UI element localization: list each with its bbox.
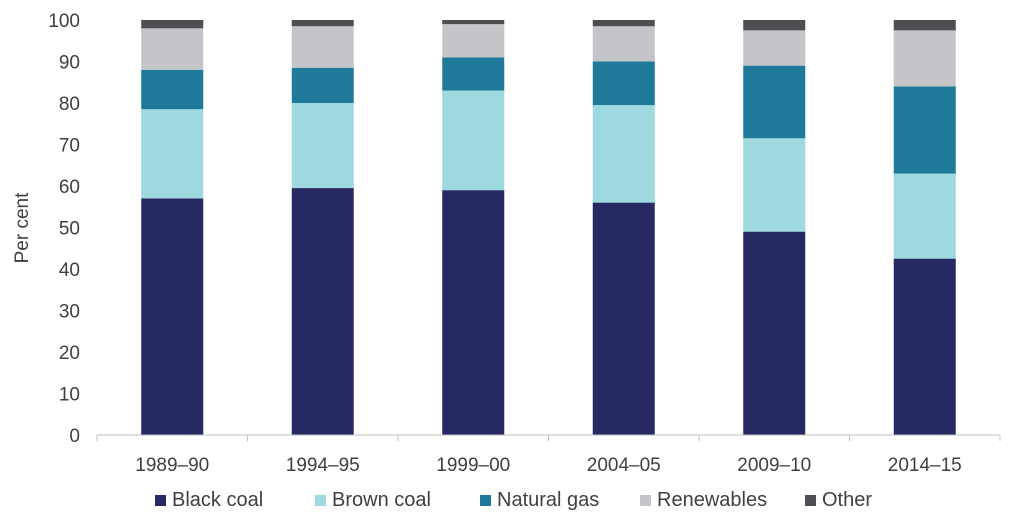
legend-label: Black coal bbox=[172, 489, 263, 511]
legend-swatch bbox=[640, 495, 651, 506]
bar-segment-natural-gas bbox=[592, 61, 655, 106]
y-tick-label: 100 bbox=[48, 11, 80, 32]
bar-segment-brown-coal bbox=[893, 173, 956, 259]
legend-item-black-coal: Black coal bbox=[155, 489, 263, 511]
bar-segment-brown-coal bbox=[442, 90, 505, 191]
bar-segment-renewables bbox=[592, 26, 655, 62]
bar-segment-natural-gas bbox=[141, 69, 204, 110]
bar-segment-black-coal bbox=[141, 198, 204, 435]
y-tick-label: 10 bbox=[59, 385, 80, 406]
bar-segment-other bbox=[893, 20, 956, 31]
legend-label: Renewables bbox=[657, 489, 767, 511]
bar-segment-brown-coal bbox=[141, 109, 204, 199]
y-tick-label: 90 bbox=[59, 53, 80, 74]
legend: Black coal Brown coal Natural gas Renewable… bbox=[155, 489, 872, 511]
bar-segment-other bbox=[141, 20, 204, 29]
legend-swatch bbox=[805, 495, 816, 506]
bar-segment-natural-gas bbox=[893, 86, 956, 174]
x-tick-label: 2014–15 bbox=[888, 455, 962, 476]
bar-segment-brown-coal bbox=[592, 105, 655, 203]
bar-segment-renewables bbox=[743, 30, 806, 66]
bar-segment-renewables bbox=[291, 26, 354, 68]
bar-segment-black-coal bbox=[592, 202, 655, 435]
bar-segment-natural-gas bbox=[743, 65, 806, 139]
bar-segment-brown-coal bbox=[291, 103, 354, 189]
bar-segment-black-coal bbox=[291, 188, 354, 435]
y-tick-label: 60 bbox=[59, 177, 80, 198]
bar-segment-other bbox=[442, 20, 505, 25]
x-tick-label: 1989–90 bbox=[135, 455, 209, 476]
x-axis-ticks: 1989–90 1994–95 1999–00 2004–05 2009–10 2014–… bbox=[96, 435, 1001, 476]
y-tick-label: 0 bbox=[69, 426, 80, 447]
bar-segment-natural-gas bbox=[291, 67, 354, 103]
legend-label: Brown coal bbox=[332, 489, 431, 511]
bar-segment-other bbox=[592, 20, 655, 27]
y-tick-label: 40 bbox=[59, 260, 80, 281]
y-tick-label: 70 bbox=[59, 136, 80, 157]
legend-label: Other bbox=[822, 489, 872, 511]
bar-segment-black-coal bbox=[743, 231, 806, 435]
bar-segment-black-coal bbox=[442, 190, 505, 435]
bar-segment-other bbox=[743, 20, 806, 31]
x-tick-label: 1994–95 bbox=[286, 455, 360, 476]
y-axis-title: Per cent bbox=[12, 192, 33, 263]
bars bbox=[141, 20, 956, 435]
bar-segment-other bbox=[291, 20, 354, 27]
x-tick-label: 2009–10 bbox=[737, 455, 811, 476]
legend-swatch bbox=[315, 495, 326, 506]
x-tick-label: 2004–05 bbox=[587, 455, 661, 476]
bar-segment-renewables bbox=[893, 30, 956, 87]
bar-segment-renewables bbox=[442, 24, 505, 58]
legend-item-renewables: Renewables bbox=[640, 489, 767, 511]
y-tick-label: 50 bbox=[59, 219, 80, 240]
legend-item-other: Other bbox=[805, 489, 872, 511]
y-tick-label: 20 bbox=[59, 343, 80, 364]
y-axis-ticks: 0 10 20 30 40 50 60 70 80 90 100 bbox=[48, 11, 80, 447]
x-tick-label: 1999–00 bbox=[436, 455, 510, 476]
legend-label: Natural gas bbox=[497, 489, 599, 511]
y-tick-label: 80 bbox=[59, 94, 80, 115]
legend-item-brown-coal: Brown coal bbox=[315, 489, 431, 511]
y-tick-label: 30 bbox=[59, 302, 80, 323]
bar-segment-black-coal bbox=[893, 258, 956, 435]
bar-segment-natural-gas bbox=[442, 57, 505, 91]
bar-segment-renewables bbox=[141, 28, 204, 70]
legend-item-natural-gas: Natural gas bbox=[480, 489, 599, 511]
legend-swatch bbox=[480, 495, 491, 506]
legend-swatch bbox=[155, 495, 166, 506]
bar-segment-brown-coal bbox=[743, 138, 806, 232]
